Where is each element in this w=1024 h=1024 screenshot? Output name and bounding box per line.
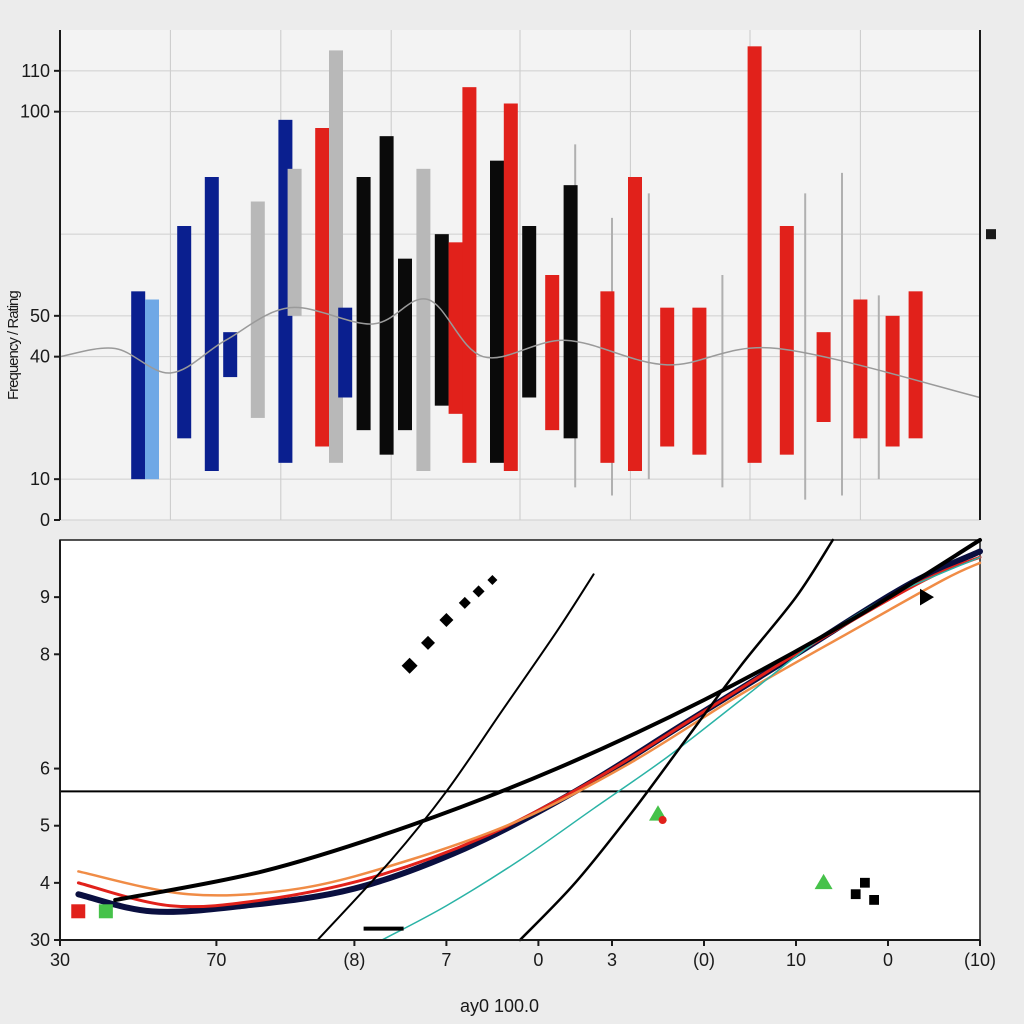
bar [780, 226, 794, 455]
bar [490, 161, 504, 463]
bottom-y-tick-label: 9 [40, 587, 50, 607]
bar [545, 275, 559, 430]
bottom-x-tick-label: 0 [883, 950, 893, 970]
bar [398, 259, 412, 431]
bar [692, 308, 706, 455]
marker-square [869, 895, 879, 905]
bar [886, 316, 900, 447]
bar [145, 300, 159, 480]
bottom-y-tick-label: 5 [40, 816, 50, 836]
bar [909, 291, 923, 438]
bar [817, 332, 831, 422]
bottom-x-axis-title: ay0 100.0 [460, 996, 539, 1017]
bar [329, 50, 343, 462]
bottom-x-tick-label: 30 [50, 950, 70, 970]
top-y-tick-label: 100 [20, 102, 50, 122]
bar [177, 226, 191, 438]
bar [449, 242, 463, 413]
bar [131, 291, 145, 479]
bottom-x-tick-label: (10) [964, 950, 996, 970]
marker-square [851, 889, 861, 899]
bar [660, 308, 674, 447]
bar [853, 300, 867, 439]
chart-svg: 010405010011030456893070(8)703(0)100(10) [0, 0, 1024, 1024]
bar [522, 226, 536, 398]
bottom-y-tick-label: 8 [40, 644, 50, 664]
bar [462, 87, 476, 463]
bottom-y-tick-label: 30 [30, 930, 50, 950]
top-y-tick-label: 10 [30, 469, 50, 489]
top-y-tick-label: 0 [40, 510, 50, 530]
bottom-x-tick-label: (0) [693, 950, 715, 970]
bar [435, 234, 449, 406]
chart-stage: 010405010011030456893070(8)703(0)100(10)… [0, 0, 1024, 1024]
bar [251, 202, 265, 418]
bottom-x-tick-label: 70 [206, 950, 226, 970]
bottom-x-tick-label: 0 [533, 950, 543, 970]
bottom-x-tick-label: (8) [343, 950, 365, 970]
bar [315, 128, 329, 447]
bottom-x-tick-label: 7 [441, 950, 451, 970]
top-y-tick-label: 50 [30, 306, 50, 326]
bar [205, 177, 219, 471]
marker-square [71, 904, 85, 918]
bar [357, 177, 371, 430]
bottom-y-tick-label: 6 [40, 759, 50, 779]
bar [564, 185, 578, 438]
bar [748, 46, 762, 463]
marker-dot [659, 816, 667, 824]
bottom-x-tick-label: 3 [607, 950, 617, 970]
bar [628, 177, 642, 471]
bottom-x-tick-label: 10 [786, 950, 806, 970]
top-y-axis-title: Frequency / Rating [6, 160, 21, 400]
bar [380, 136, 394, 455]
bar [288, 169, 302, 316]
bar [223, 332, 237, 377]
top-y-tick-label: 40 [30, 347, 50, 367]
marker-square [99, 904, 113, 918]
bar [600, 291, 614, 463]
marker-square [860, 878, 870, 888]
bottom-y-tick-label: 4 [40, 873, 50, 893]
top-y-tick-label: 110 [21, 61, 50, 81]
bar [504, 104, 518, 472]
bar [416, 169, 430, 471]
